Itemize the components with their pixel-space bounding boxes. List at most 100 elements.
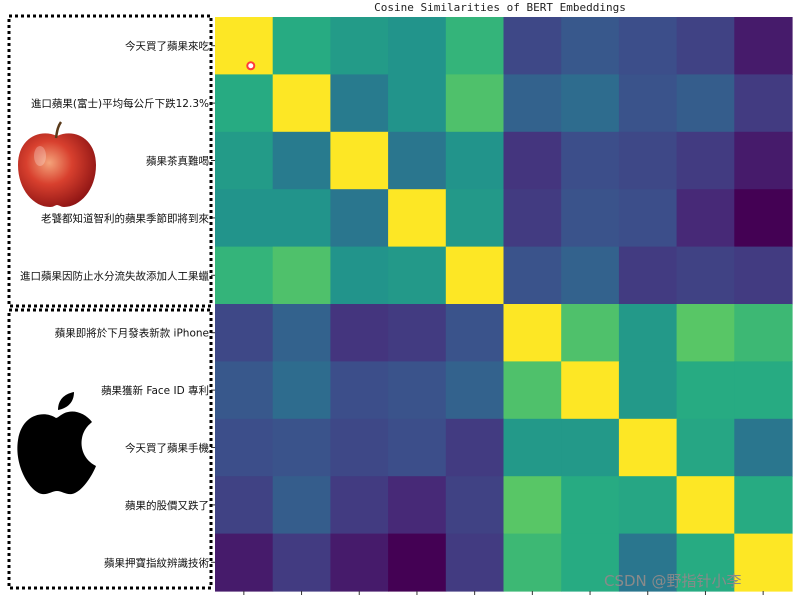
heatmap-cell	[503, 304, 562, 362]
heatmap-cell	[445, 533, 505, 592]
heatmap-cell	[388, 533, 447, 592]
heatmap-cell	[388, 476, 447, 535]
heatmap-cell	[215, 418, 274, 477]
heatmap-cell	[330, 476, 389, 535]
apple-logo-icon	[17, 392, 97, 495]
heatmap-cell	[734, 361, 793, 420]
heatmap-cell	[388, 361, 447, 420]
heatmap-cell	[330, 189, 389, 248]
heatmap-cell	[561, 131, 620, 190]
heatmap-cell	[676, 418, 735, 477]
heatmap-cell	[734, 304, 793, 362]
heatmap-cell	[561, 361, 620, 420]
heatmap-cell	[445, 304, 505, 362]
heatmap-cell	[445, 17, 505, 75]
heatmap-cell	[676, 131, 735, 190]
heatmap-cell	[215, 533, 274, 592]
y-tick-label: 老饕都知道智利的蘋果季節即將到來	[41, 212, 209, 225]
heatmap-cell	[618, 74, 678, 133]
heatmap-cell	[734, 246, 793, 305]
heatmap-cell	[445, 189, 505, 248]
heatmap-cell	[388, 17, 447, 75]
heatmap-cell	[330, 361, 389, 420]
y-tick-label: 蘋果茶真難喝	[146, 155, 209, 168]
heatmap-cell	[445, 476, 505, 535]
heatmap-cell	[272, 533, 331, 592]
heatmap-cell	[215, 246, 274, 305]
heatmap-cell	[676, 361, 735, 420]
y-tick-label: 蘋果即將於下月發表新款 iPhone	[55, 327, 209, 340]
heatmap-cell	[272, 476, 331, 535]
y-tick-label: 進口蘋果(富士)平均每公斤下跌12.3%	[31, 97, 209, 110]
heatmap-cell	[618, 189, 678, 248]
heatmap-cell	[272, 361, 331, 420]
heatmap-cell	[676, 17, 735, 75]
heatmap-cell	[561, 533, 620, 592]
heatmap-cell	[215, 361, 274, 420]
heatmap-cell	[388, 189, 447, 248]
heatmap-cell	[503, 17, 562, 75]
heatmap-cell	[561, 246, 620, 305]
heatmap-cell	[272, 418, 331, 477]
heatmap-cell	[561, 304, 620, 362]
chart-title: Cosine Similarities of BERT Embeddings	[374, 1, 626, 14]
heatmap-cell	[618, 304, 678, 362]
heatmap-cell	[676, 246, 735, 305]
heatmap-cell	[215, 304, 274, 362]
heatmap-cell	[272, 74, 331, 133]
heatmap-cell	[330, 131, 389, 190]
heatmap-cell	[561, 17, 620, 75]
heatmap-cell	[388, 74, 447, 133]
y-tick-label: 蘋果獲新 Face ID 專利	[101, 384, 209, 397]
heatmap-cell	[561, 189, 620, 248]
heatmap-cell	[503, 533, 562, 592]
red-apple-icon	[18, 121, 96, 207]
heatmap-cell	[618, 17, 678, 75]
heatmap-cell	[561, 418, 620, 477]
heatmap-cell	[388, 131, 447, 190]
heatmap-cell	[561, 74, 620, 133]
heatmap-cell	[734, 418, 793, 477]
heatmap-cell	[215, 476, 274, 535]
heatmap-cell	[618, 361, 678, 420]
heatmap-cell	[445, 74, 505, 133]
heatmap-cell	[215, 17, 274, 75]
cursor-marker-icon	[246, 61, 256, 71]
heatmap-cell	[330, 17, 389, 75]
heatmap-cell	[503, 189, 562, 248]
heatmap-cell	[330, 533, 389, 592]
heatmap-cell	[330, 246, 389, 305]
heatmap-cell	[272, 189, 331, 248]
y-tick-label: 蘋果押寶指紋辨識技術	[104, 556, 209, 569]
heatmap-cell	[734, 131, 793, 190]
heatmap-cell	[618, 476, 678, 535]
y-tick-label: 蘋果的股價又跌了	[125, 499, 209, 512]
x-ticks	[243, 591, 764, 595]
heatmap-cell	[503, 418, 562, 477]
heatmap-cell	[676, 304, 735, 362]
heatmap-cell	[676, 189, 735, 248]
heatmap-cell	[272, 17, 331, 75]
heatmap-cell	[388, 304, 447, 362]
heatmap-cell	[388, 418, 447, 477]
heatmap-cell	[272, 131, 331, 190]
heatmap-cell	[618, 131, 678, 190]
heatmap-cell	[330, 418, 389, 477]
heatmap-cell	[503, 361, 562, 420]
heatmap-cell	[503, 74, 562, 133]
heatmap-cell	[330, 304, 389, 362]
heatmap-cell	[618, 246, 678, 305]
heatmap-cell	[503, 131, 562, 190]
heatmap-cell	[272, 304, 331, 362]
y-tick-label: 今天買了蘋果手機	[125, 442, 209, 455]
heatmap-cell	[676, 74, 735, 133]
heatmap-cell	[445, 361, 505, 420]
watermark: CSDN @野指针小李	[604, 572, 742, 590]
heatmap-cell	[215, 74, 274, 133]
heatmap-cell	[561, 476, 620, 535]
heatmap-cell	[618, 418, 678, 477]
heatmap-cell	[676, 476, 735, 535]
heatmap-cell	[503, 476, 562, 535]
